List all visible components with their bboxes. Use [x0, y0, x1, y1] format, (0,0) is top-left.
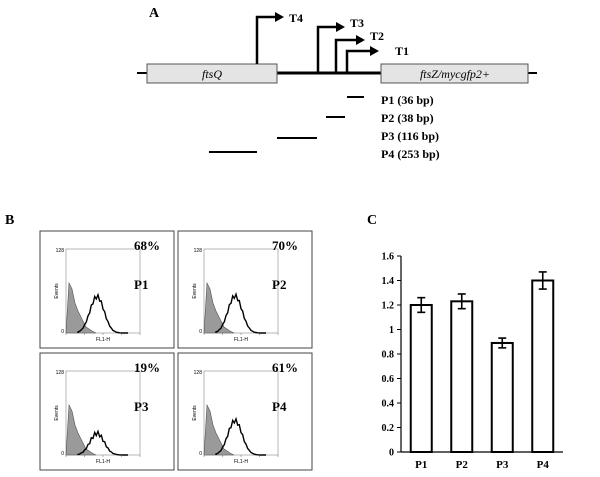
- facs-probe-label: P3: [134, 399, 149, 414]
- facs-y-max-label: 128: [194, 370, 203, 376]
- facs-y-axis-label: Events: [192, 405, 198, 421]
- facs-histogram-grid: 128 0 Events FL1-H 68% P1 128 0 Events FL1-H 70% P2…: [39, 230, 313, 471]
- facs-control-histogram: [203, 403, 235, 456]
- facs-sample-histogram: [215, 416, 266, 456]
- facs-x-axis-label: FL1-H: [96, 459, 110, 465]
- facs-y-axis-label: Events: [54, 405, 60, 421]
- facs-control-histogram: [65, 403, 97, 456]
- facs-y-max-label: 128: [56, 370, 65, 376]
- facs-x-axis-label: FL1-H: [234, 337, 248, 343]
- y-tick-label: 0.4: [382, 399, 395, 410]
- facs-percent-label: 61%: [272, 360, 298, 375]
- facs-y-min-label: 0: [61, 329, 64, 335]
- bar-p2: [450, 300, 474, 454]
- bar-p1: [409, 304, 433, 453]
- probe-label-p4: P4 (253 bp): [381, 147, 440, 161]
- bar-p3: [490, 341, 514, 454]
- y-tick-label: 0.6: [382, 374, 395, 385]
- panel-b-letter: B: [5, 213, 14, 228]
- tss-label-t4: T4: [289, 11, 303, 25]
- facs-percent-label: 19%: [134, 360, 160, 375]
- facs-y-axis-label: Events: [54, 283, 60, 299]
- tss-arrow-t1: T1: [345, 44, 409, 73]
- y-tick-label: 0.2: [382, 423, 395, 434]
- facs-panel-p4: 128 0 Events FL1-H 61% P4: [177, 352, 313, 471]
- ftsq-gene-box: [146, 63, 278, 84]
- y-tick-label: 0: [389, 448, 394, 459]
- facs-panel-frame: [39, 352, 175, 471]
- tss-label-t2: T2: [370, 29, 384, 43]
- tss-label-t1: T1: [395, 44, 409, 58]
- facs-sample-histogram: [77, 292, 128, 334]
- facs-y-min-label: 0: [199, 451, 202, 457]
- y-tick-label: 1: [389, 325, 394, 336]
- facs-panel-p2: 128 0 Events FL1-H 70% P2: [177, 230, 313, 349]
- facs-panel-p1: 128 0 Events FL1-H 68% P1: [39, 230, 175, 349]
- facs-y-min-label: 0: [61, 451, 64, 457]
- facs-y-axis-label: Events: [192, 283, 198, 299]
- gene-map: ftsQ ftsZ/mycgfp2+ T4 T3 T2 T1 P1: [137, 11, 537, 161]
- tss-arrow-t4: T4: [255, 11, 303, 64]
- y-tick-label: 1.6: [382, 252, 395, 263]
- x-category-label: P2: [456, 459, 469, 471]
- facs-control-histogram: [203, 281, 235, 334]
- tss-arrow-t3: T3: [316, 16, 364, 73]
- facs-probe-label: P1: [134, 277, 148, 292]
- facs-probe-label: P4: [272, 399, 287, 414]
- x-category-label: P1: [415, 459, 427, 471]
- facs-panel-frame: [39, 230, 175, 349]
- ftsz-gene-label: ftsZ/mycgfp2+: [420, 67, 490, 81]
- ftsq-gene-label: ftsQ: [202, 67, 222, 81]
- facs-panel-p3: 128 0 Events FL1-H 19% P3: [39, 352, 175, 471]
- facs-percent-label: 70%: [272, 238, 298, 253]
- facs-probe-label: P2: [272, 277, 286, 292]
- probe-label-p3: P3 (116 bp): [381, 129, 439, 143]
- tss-label-t3: T3: [350, 16, 364, 30]
- facs-y-max-label: 128: [194, 248, 203, 254]
- facs-sample-histogram: [215, 291, 266, 334]
- facs-control-histogram: [65, 281, 97, 334]
- facs-sample-histogram: [77, 429, 128, 456]
- x-category-label: P4: [537, 459, 550, 471]
- panel-c-letter: C: [367, 213, 377, 228]
- facs-y-min-label: 0: [199, 329, 202, 335]
- facs-percent-label: 68%: [134, 238, 160, 253]
- bar-p4: [531, 279, 555, 453]
- facs-panel-frame: [177, 230, 313, 349]
- probe-label-p2: P2 (38 bp): [381, 111, 434, 125]
- y-tick-label: 0.8: [382, 350, 395, 361]
- x-category-label: P3: [496, 459, 509, 471]
- facs-x-axis-label: FL1-H: [234, 459, 248, 465]
- ftsz-gene-box: [380, 63, 529, 84]
- facs-panel-frame: [177, 352, 313, 471]
- probe-label-p1: P1 (36 bp): [381, 93, 434, 107]
- tss-arrow-t2: T2: [334, 29, 384, 73]
- y-tick-label: 1.2: [382, 301, 395, 312]
- facs-y-max-label: 128: [56, 248, 65, 254]
- facs-x-axis-label: FL1-H: [96, 337, 110, 343]
- y-tick-label: 1.4: [382, 276, 395, 287]
- bar-chart: 0 0.2 0.4 0.6 0.8 1 1.2 1.4 1.6 P1 P2 P3 P4: [382, 252, 563, 471]
- panel-a-letter: A: [149, 6, 160, 21]
